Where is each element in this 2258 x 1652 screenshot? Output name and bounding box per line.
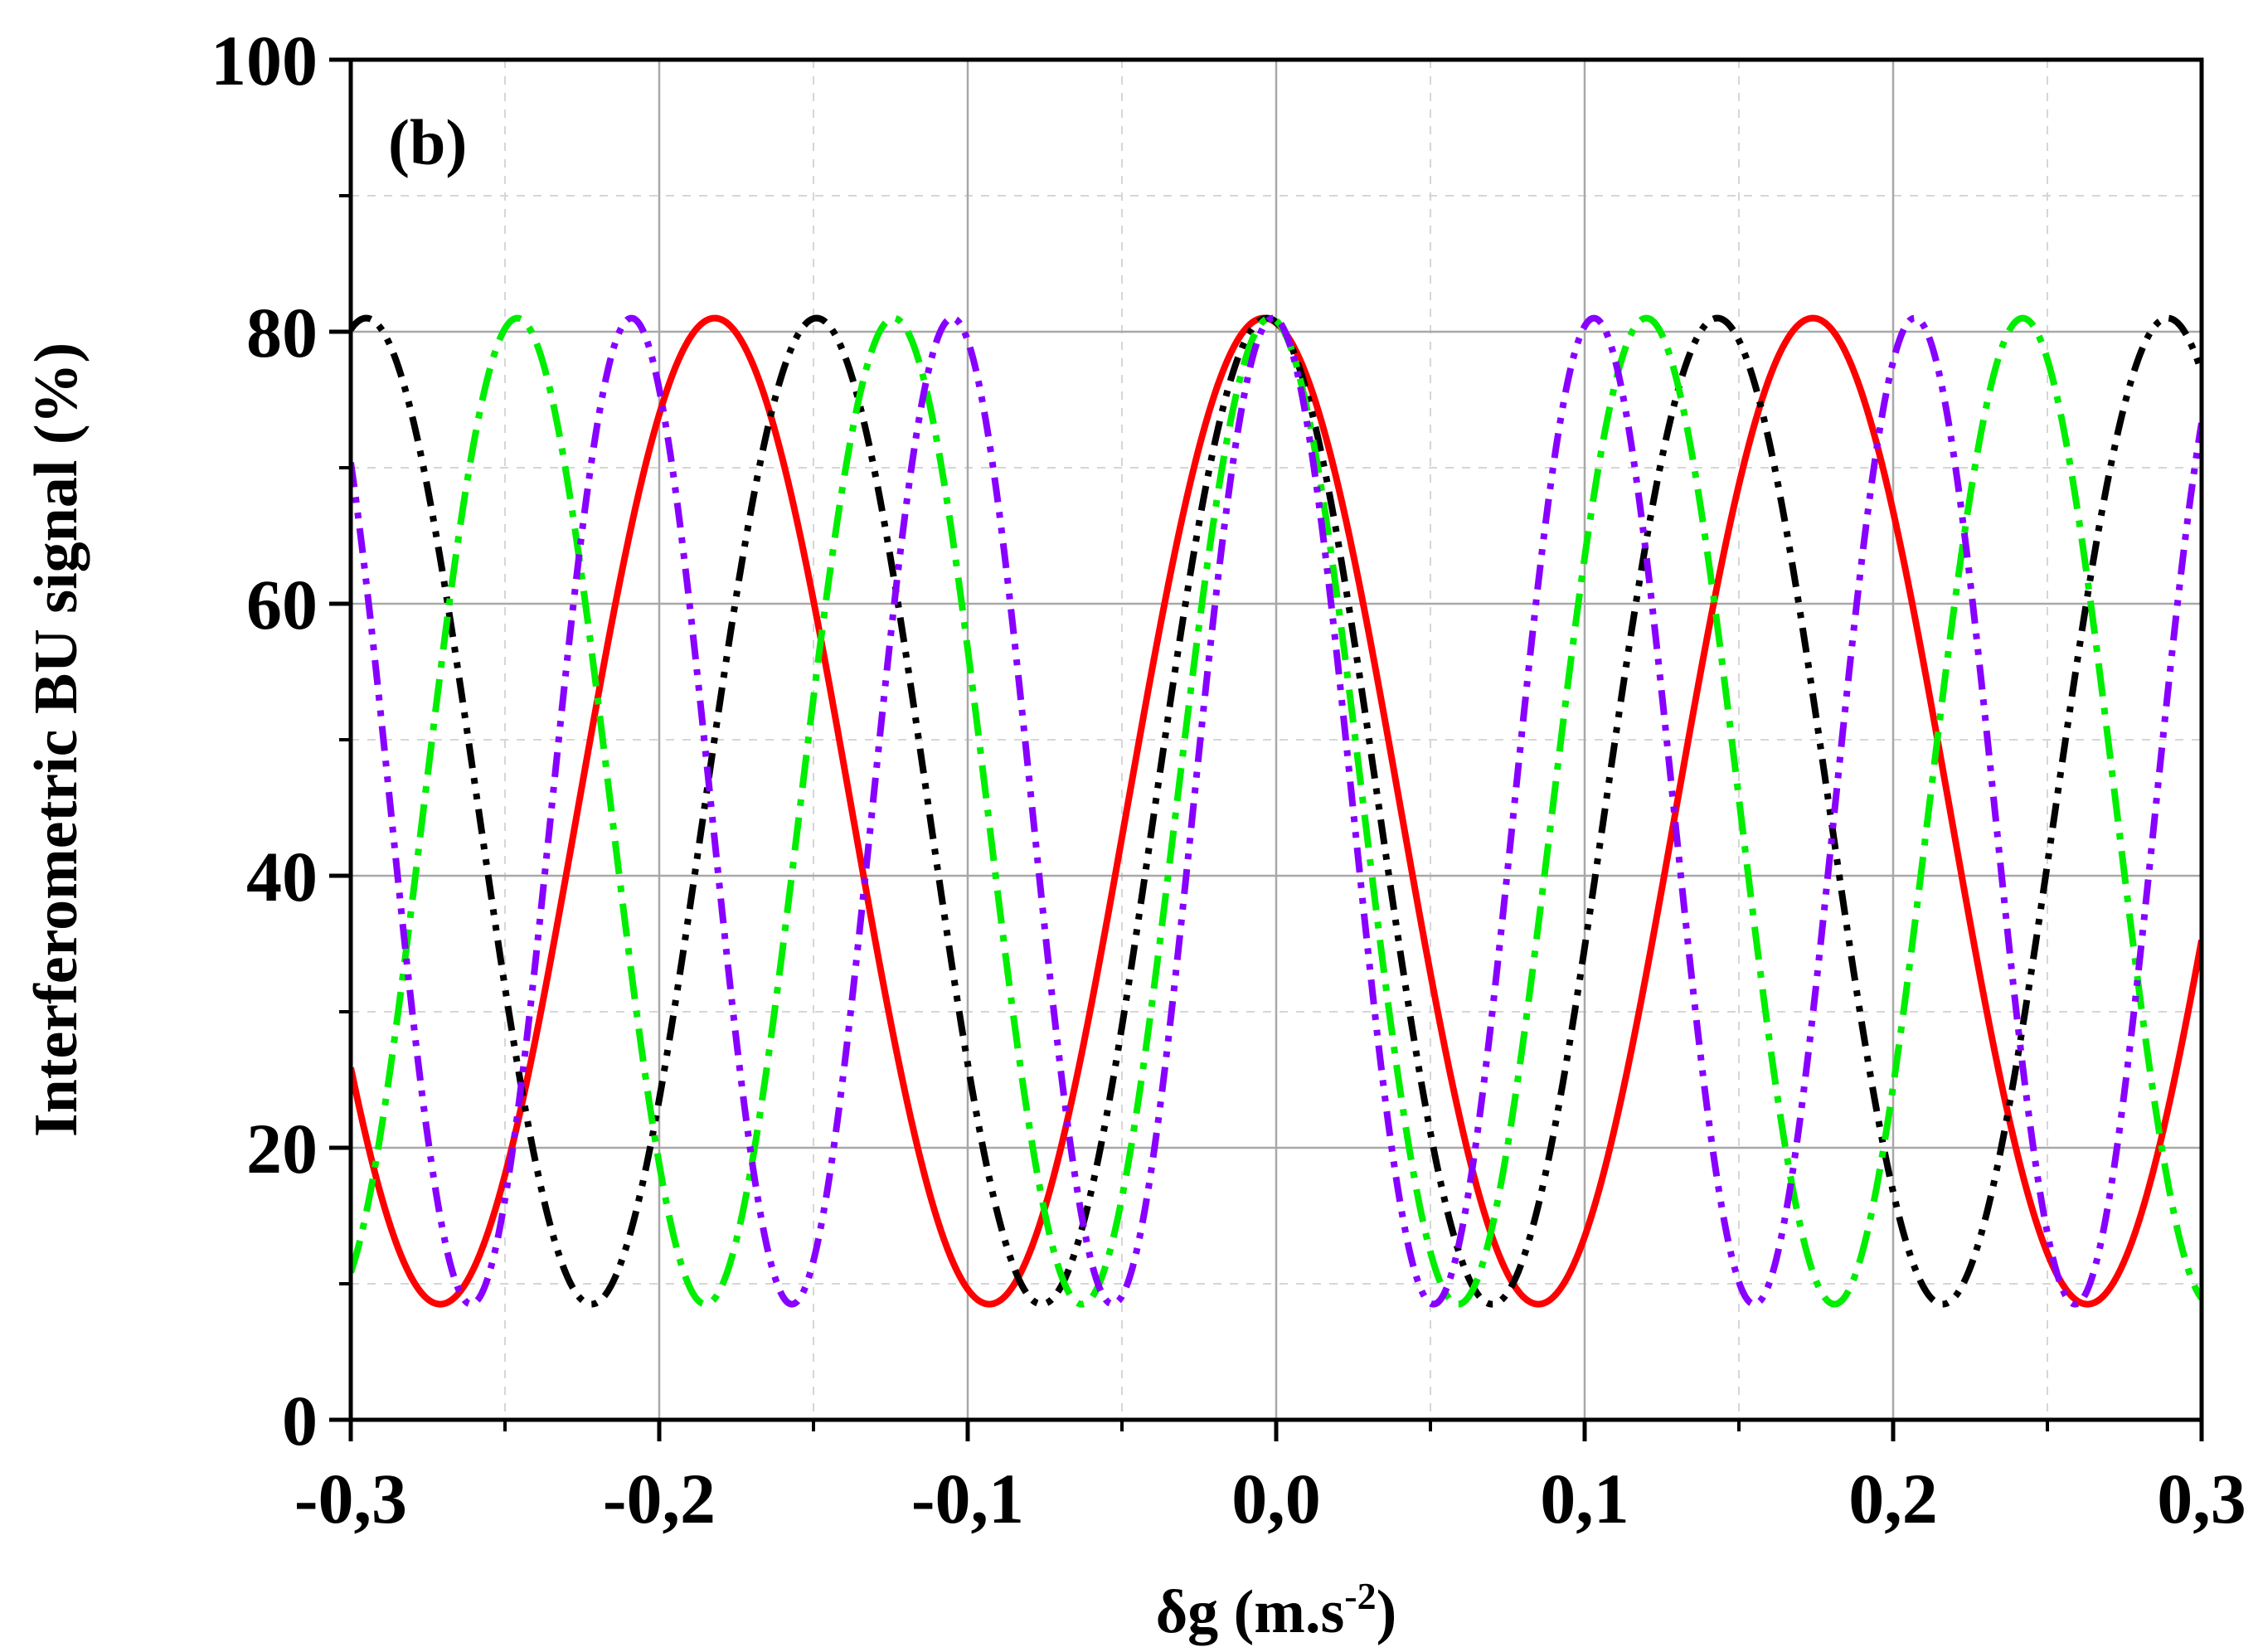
x-tick-label: -0,2 (603, 1459, 716, 1538)
x-tick-label: 0,1 (1540, 1459, 1629, 1538)
x-tick-label: -0,1 (911, 1459, 1024, 1538)
series-layer (351, 314, 2202, 1308)
x-tick-label: 0,3 (2157, 1459, 2246, 1538)
y-axis-ticks: 0 20 40 60 80 100 (211, 21, 351, 1460)
y-tick-label: 100 (211, 21, 318, 100)
y-tick-label: 80 (246, 293, 318, 372)
x-tick-label: 0,0 (1231, 1459, 1321, 1538)
series-line-green-dash-dot (351, 314, 2202, 1308)
y-axis-title: Interferometric BU signal (%) (22, 343, 90, 1137)
y-tick-label: 0 (282, 1381, 318, 1460)
y-tick-label: 40 (246, 837, 318, 916)
y-tick-label: 60 (246, 565, 318, 644)
x-tick-label: -0,3 (294, 1459, 407, 1538)
x-axis-title: δg (m.s-2) (1156, 1575, 1396, 1646)
x-tick-label: 0,2 (1848, 1459, 1938, 1538)
y-tick-label: 20 (246, 1109, 318, 1188)
panel-label: (b) (388, 106, 467, 178)
series-line-violet-dash-dot-dot (351, 314, 2202, 1308)
x-axis-ticks: -0,3 -0,2 -0,1 0,0 0,1 0,2 0,3 (294, 1420, 2246, 1538)
